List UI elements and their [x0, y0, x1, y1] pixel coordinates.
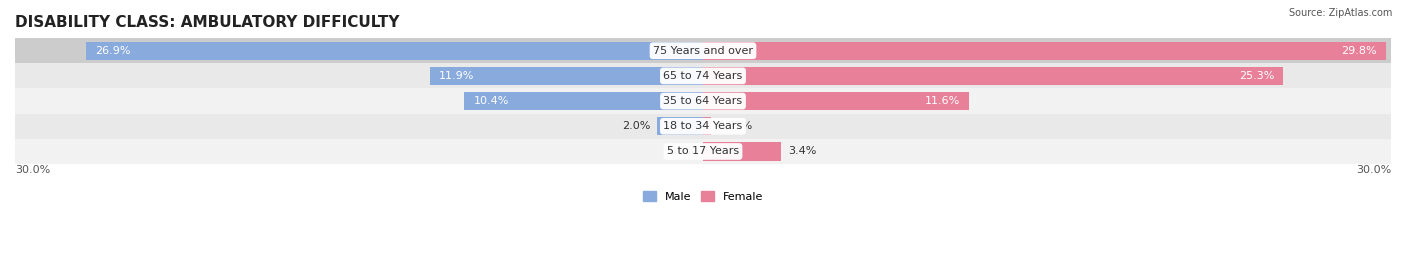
Bar [657, 117, 703, 135]
Bar [15, 38, 1391, 63]
Text: 5 to 17 Years: 5 to 17 Years [666, 147, 740, 157]
Text: 29.8%: 29.8% [1341, 46, 1378, 56]
Bar [430, 67, 703, 85]
Bar [86, 42, 703, 60]
Bar [703, 142, 780, 161]
Legend: Male, Female: Male, Female [638, 187, 768, 206]
Bar [15, 63, 1391, 88]
Text: 30.0%: 30.0% [15, 165, 51, 174]
Text: 2.0%: 2.0% [621, 121, 650, 131]
Text: 25.3%: 25.3% [1239, 71, 1274, 81]
Text: 75 Years and over: 75 Years and over [652, 46, 754, 56]
Text: 65 to 74 Years: 65 to 74 Years [664, 71, 742, 81]
Text: 35 to 64 Years: 35 to 64 Years [664, 96, 742, 106]
Text: 30.0%: 30.0% [1355, 165, 1391, 174]
Text: 11.9%: 11.9% [439, 71, 475, 81]
Bar [703, 67, 1284, 85]
Text: 26.9%: 26.9% [96, 46, 131, 56]
Text: 11.6%: 11.6% [925, 96, 960, 106]
Text: Source: ZipAtlas.com: Source: ZipAtlas.com [1288, 8, 1392, 18]
Bar [15, 88, 1391, 114]
Bar [703, 42, 1386, 60]
Text: DISABILITY CLASS: AMBULATORY DIFFICULTY: DISABILITY CLASS: AMBULATORY DIFFICULTY [15, 15, 399, 30]
Bar [15, 139, 1391, 164]
Bar [15, 114, 1391, 139]
Text: 0.33%: 0.33% [717, 121, 752, 131]
Text: 3.4%: 3.4% [787, 147, 817, 157]
Text: 18 to 34 Years: 18 to 34 Years [664, 121, 742, 131]
Bar [703, 117, 710, 135]
Text: 0.0%: 0.0% [668, 147, 696, 157]
Text: 10.4%: 10.4% [474, 96, 509, 106]
Bar [703, 92, 969, 110]
Bar [464, 92, 703, 110]
